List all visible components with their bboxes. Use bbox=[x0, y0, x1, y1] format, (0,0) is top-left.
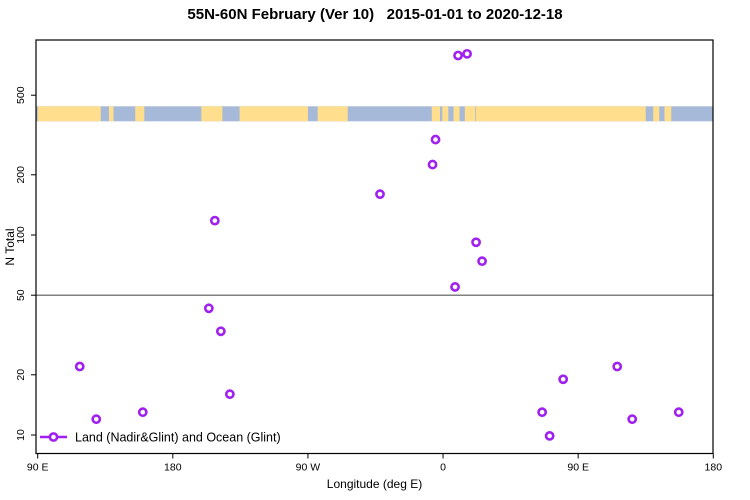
data-point bbox=[430, 134, 441, 145]
chart-title: 55N-60N February (Ver 10) 2015-01-01 to … bbox=[187, 6, 563, 23]
map-band-land-segment bbox=[453, 106, 460, 122]
legend-label: Land (Nadir&Glint) and Ocean (Glint) bbox=[75, 431, 281, 445]
data-point bbox=[673, 407, 684, 418]
data-point bbox=[137, 407, 148, 418]
data-point bbox=[74, 361, 85, 372]
plot-border bbox=[35, 39, 714, 455]
x-tick-label: 180 bbox=[164, 462, 182, 474]
data-point bbox=[375, 189, 385, 200]
data-point bbox=[91, 414, 102, 425]
map-band-land-segment bbox=[431, 106, 441, 122]
map-band-land-segment bbox=[109, 106, 114, 122]
x-tick-label: 180 bbox=[705, 462, 723, 474]
y-tick-label: 500 bbox=[15, 86, 27, 104]
data-point bbox=[427, 159, 438, 170]
data-point bbox=[462, 48, 472, 59]
x-tick-label: 0 bbox=[440, 462, 446, 474]
data-point bbox=[453, 50, 463, 61]
map-band-land-segment bbox=[442, 106, 449, 122]
x-tick-label: 90 E bbox=[567, 462, 589, 474]
map-band-land-segment bbox=[464, 106, 476, 122]
data-point bbox=[450, 282, 460, 292]
data-point bbox=[612, 361, 623, 372]
data-point bbox=[537, 407, 548, 418]
x-tick-label: 90 E bbox=[27, 462, 49, 474]
y-tick-label: 100 bbox=[15, 226, 27, 244]
map-band-land-segment bbox=[664, 106, 672, 122]
map-band-land-segment bbox=[37, 106, 101, 122]
data-point bbox=[209, 215, 220, 226]
x-tick-label: 90 W bbox=[296, 462, 321, 474]
data-point bbox=[558, 374, 569, 385]
map-band-land-segment bbox=[135, 106, 145, 122]
y-tick-label: 50 bbox=[15, 289, 27, 301]
map-band-land-segment bbox=[201, 106, 223, 122]
map-band-land-segment bbox=[653, 106, 660, 122]
legend-marker bbox=[48, 432, 59, 442]
data-point bbox=[627, 414, 638, 425]
data-point bbox=[477, 256, 487, 267]
data-point bbox=[471, 237, 481, 248]
x-axis-label: Longitude (deg E) bbox=[326, 477, 423, 491]
map-band-land-segment bbox=[239, 106, 308, 122]
y-tick-label: 20 bbox=[15, 369, 27, 381]
y-axis-label: N Total bbox=[3, 228, 17, 266]
data-point bbox=[544, 430, 555, 441]
y-tick-label: 200 bbox=[15, 166, 27, 184]
map-band-land-segment bbox=[317, 106, 348, 122]
y-tick-label: 10 bbox=[15, 429, 27, 441]
map-band-land-segment bbox=[476, 106, 646, 122]
data-point bbox=[224, 389, 235, 400]
data-point bbox=[203, 303, 214, 314]
data-point bbox=[215, 326, 226, 337]
